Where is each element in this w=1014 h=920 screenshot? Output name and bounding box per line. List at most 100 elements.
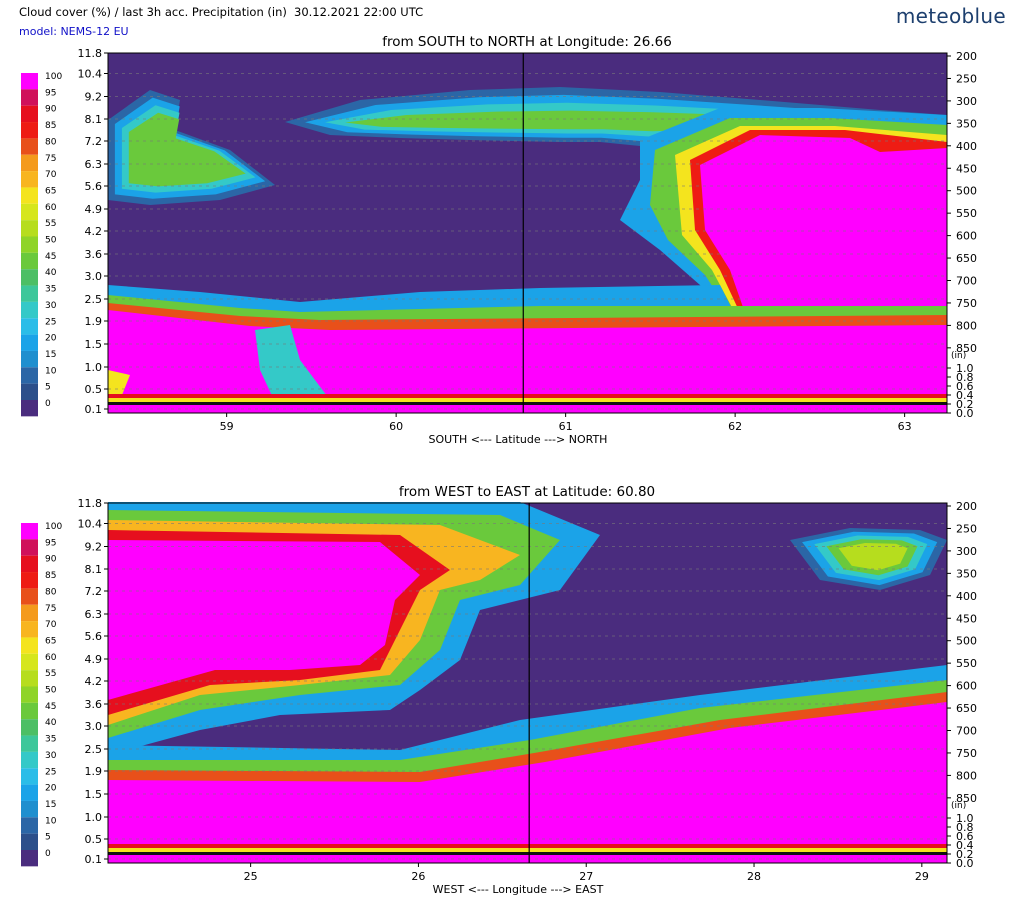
y-tick-label: 4.9: [85, 203, 103, 216]
colorbar-label: 50: [45, 686, 57, 696]
pressure-tick-label: 450: [956, 612, 977, 625]
colorbar-swatch: [21, 269, 38, 286]
colorbar-swatch: [21, 220, 38, 237]
x-tick-label: 59: [220, 420, 234, 433]
model-label: model: NEMS-12 EU: [19, 25, 129, 38]
colorbar-label: 45: [45, 702, 56, 712]
x-tick-label: 27: [579, 870, 593, 883]
surface-band: [108, 844, 947, 848]
pressure-tick-label: 550: [956, 207, 977, 220]
colorbar-swatch: [21, 719, 38, 736]
colorbar-label: 55: [45, 219, 56, 229]
colorbar-label: 45: [45, 252, 56, 262]
colorbar-label: 35: [45, 285, 56, 295]
precip-tick-label: 1.0: [956, 812, 974, 825]
x-tick-label: 62: [728, 420, 742, 433]
surface-band: [108, 405, 947, 413]
y-tick-label: 1.5: [85, 788, 103, 801]
colorbar-label: 70: [45, 170, 57, 180]
y-tick-label: 3.6: [85, 698, 103, 711]
x-tick-label: 26: [411, 870, 425, 883]
plot-border: [107, 502, 948, 864]
y-tick-label: 1.5: [85, 338, 103, 351]
colorbar-swatch: [21, 637, 38, 654]
cloud-field: [108, 502, 947, 863]
cloud-band: [700, 135, 947, 313]
pressure-tick-label: 800: [956, 319, 977, 332]
colorbar-label: 80: [45, 137, 57, 147]
y-tick-label: 4.2: [85, 675, 103, 688]
colorbar-label: 15: [45, 350, 56, 360]
y-tick-label: 6.3: [85, 608, 103, 621]
colorbar-label: 20: [45, 334, 57, 344]
cloud-band: [108, 540, 420, 700]
precip-unit-label: (in): [951, 351, 966, 361]
colorbar-swatch: [21, 138, 38, 155]
pressure-tick-label: 450: [956, 162, 977, 175]
terrain-band: [108, 852, 947, 855]
colorbar-label: 70: [45, 620, 57, 630]
y-tick-label: 8.1: [85, 113, 103, 126]
colorbar-swatch: [21, 572, 38, 589]
x-axis-label: SOUTH <--- Latitude ---> NORTH: [429, 433, 608, 446]
pressure-tick-label: 350: [956, 117, 977, 130]
pressure-tick-label: 500: [956, 635, 977, 648]
pressure-tick-label: 800: [956, 769, 977, 782]
surface-band: [108, 394, 947, 398]
y-tick-label: 6.3: [85, 158, 103, 171]
colorbar-label: 0: [45, 849, 51, 859]
colorbar-label: 60: [45, 653, 57, 663]
colorbar-label: 100: [45, 72, 62, 82]
surface-band: [108, 855, 947, 863]
precip-tick-label: 0.2: [956, 398, 974, 411]
surface-band: [108, 848, 947, 852]
precip-tick-label: 0.4: [956, 839, 974, 852]
chart-south-north: from SOUTH to NORTH at Longitude: 26.66 1…: [21, 34, 977, 446]
colorbar-label: 80: [45, 587, 57, 597]
colorbar-swatch: [21, 555, 38, 573]
pressure-tick-label: 200: [956, 500, 977, 513]
y-tick-label: 11.8: [78, 47, 103, 60]
colorbar-swatch: [21, 318, 38, 335]
cloud-field: [108, 87, 947, 413]
cloud-band: [108, 702, 947, 863]
pressure-tick-label: 300: [956, 95, 977, 108]
colorbar-swatch: [21, 653, 38, 671]
y-tick-label: 2.5: [85, 293, 103, 306]
colorbar-swatch: [21, 833, 38, 850]
pressure-tick-label: 400: [956, 140, 977, 153]
colorbar-swatch: [21, 768, 38, 785]
colorbar-swatch: [21, 702, 38, 720]
y-tick-label: 0.1: [85, 403, 103, 416]
colorbar-swatch: [21, 171, 38, 188]
precip-unit-label: (in): [951, 801, 966, 811]
precip-tick-label: 0.0: [956, 407, 974, 420]
pressure-tick-label: 850: [956, 342, 977, 355]
colorbar-label: 5: [45, 383, 51, 393]
pressure-tick-label: 750: [956, 747, 977, 760]
colorbar-label: 50: [45, 236, 57, 246]
colorbar-label: 65: [45, 636, 56, 646]
colorbar-label: 40: [45, 718, 57, 728]
y-tick-label: 7.2: [85, 135, 103, 148]
x-tick-label: 29: [915, 870, 929, 883]
colorbar-swatch: [21, 350, 38, 368]
chart-title: from WEST to EAST at Latitude: 60.80: [399, 484, 655, 500]
pressure-tick-label: 750: [956, 297, 977, 310]
x-tick-label: 63: [898, 420, 912, 433]
cloud-band: [255, 325, 330, 413]
colorbar-label: 10: [45, 816, 57, 826]
colorbar-swatch: [21, 686, 38, 703]
y-tick-label: 4.2: [85, 225, 103, 238]
colorbar-swatch: [21, 784, 38, 801]
colorbar-label: 75: [45, 604, 56, 614]
colorbar-label: 90: [45, 555, 57, 565]
chart-datetime: 30.12.2021 22:00 UTC: [294, 5, 424, 19]
colorbar-swatch: [21, 735, 38, 752]
precip-tick-label: 0.6: [956, 830, 974, 843]
y-tick-label: 8.1: [85, 563, 103, 576]
colorbar-swatch: [21, 588, 38, 605]
colorbar-swatch: [21, 621, 38, 638]
y-tick-label: 5.6: [85, 630, 103, 643]
colorbar-swatch: [21, 89, 38, 106]
